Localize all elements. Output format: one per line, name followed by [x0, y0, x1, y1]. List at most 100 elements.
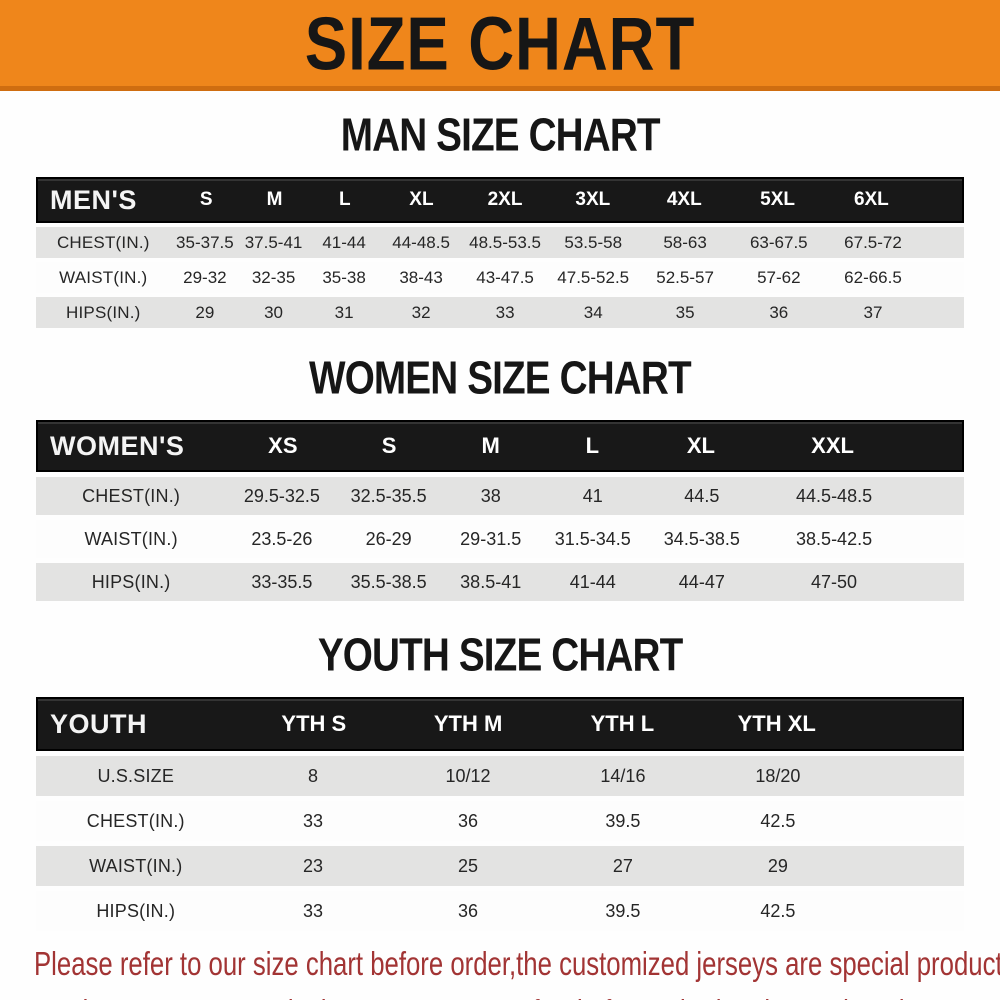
section-heading-text: WOMEN SIZE CHART [309, 352, 692, 405]
table-cell: 23.5-26 [251, 528, 313, 549]
row-label: HIPS(IN.) [91, 571, 171, 592]
column-header: XL [409, 189, 434, 210]
table-cell: 39.5 [605, 810, 641, 831]
table-header-row: YOUTH YTH S YTH M YTH L YTH XL [36, 697, 964, 751]
column-header: S [381, 433, 397, 458]
table-cell: 32.5-35.5 [350, 485, 427, 506]
table-row: HIPS(IN.) 33 36 39.5 42.5 [36, 891, 964, 931]
column-header: 3XL [575, 189, 611, 210]
table-cell: 35-37.5 [176, 232, 234, 252]
table-cell: 36 [457, 810, 478, 831]
table-cell: 14/16 [600, 765, 646, 786]
row-label: HIPS(IN.) [96, 900, 176, 921]
table-cell: 41-44 [569, 571, 616, 592]
table-cell: 38 [480, 485, 501, 506]
table-cell: 36 [457, 900, 478, 921]
table-header-row: WOMEN'S XS S M L XL XXL [36, 420, 964, 472]
footer-line-2-text: we don't accept cancel, change, teturn o… [34, 991, 912, 1000]
footer-note: Please refer to our size chart before or… [0, 943, 1000, 1000]
column-header: L [338, 189, 351, 210]
footer-line-1: Please refer to our size chart before or… [34, 943, 1000, 991]
table-cell: 26-29 [365, 528, 412, 549]
column-header: YTH S [281, 711, 347, 736]
section-heading-women: WOMEN SIZE CHART [0, 328, 1000, 404]
row-label: WAIST(IN.) [84, 528, 178, 549]
table-cell: 38.5-41 [460, 571, 522, 592]
column-header: 5XL [760, 189, 796, 210]
table-cell: 33 [302, 900, 324, 921]
column-header: YTH L [590, 711, 655, 736]
table-cell: 37.5-41 [244, 232, 303, 252]
table-cell: 39.5 [605, 900, 641, 921]
table-cell: 36 [769, 302, 789, 322]
table-cell: 35 [675, 302, 695, 322]
table-cell: 42.5 [760, 900, 796, 921]
table-cell: 57-62 [757, 267, 801, 287]
table-cell: 27 [612, 855, 633, 876]
column-header: M [266, 189, 283, 210]
footer-line-2: we don't accept cancel, change, teturn o… [34, 991, 1000, 1000]
column-header: 6XL [853, 189, 889, 210]
section-heading-men: MAN SIZE CHART [0, 91, 1000, 161]
table-corner-label: YOUTH [50, 708, 147, 739]
table-cell: 42.5 [760, 810, 796, 831]
table-row: WAIST(IN.) 23 25 27 29 [36, 846, 964, 886]
row-label: HIPS(IN.) [66, 302, 141, 322]
table-cell: 33 [302, 810, 324, 831]
size-table-men: MEN'S S M L XL 2XL 3XL 4XL 5XL 6XL CHEST(IN.) 35-37… [36, 177, 964, 328]
row-label: U.S.SIZE [97, 765, 175, 786]
table-cell: 41 [582, 485, 603, 506]
table-cell: 25 [457, 855, 478, 876]
table-cell: 32 [411, 302, 431, 322]
table-row: CHEST(IN.) 33 36 39.5 42.5 [36, 801, 964, 841]
table-row: U.S.SIZE 8 10/12 14/16 18/20 [36, 756, 964, 796]
table-row: CHEST(IN.) 35-37.5 37.5-41 41-44 44-48.5 48.5… [36, 227, 964, 258]
table-cell: 34 [583, 302, 603, 322]
table-cell: 44.5-48.5 [796, 485, 873, 506]
section-men: MAN SIZE CHART MEN'S S M L XL 2XL 3XL 4XL 5XL 6XL C… [0, 91, 1000, 328]
column-header: XL [686, 433, 715, 458]
column-header: YTH M [433, 711, 503, 736]
sections: MAN SIZE CHART MEN'S S M L XL 2XL 3XL 4XL 5XL 6XL C… [0, 91, 1000, 931]
table-row: CHEST(IN.) 29.5-32.5 32.5-35.5 38 41 44.5 44.5… [36, 477, 964, 515]
table-cell: 63-67.5 [749, 232, 808, 252]
table-cell: 38-43 [399, 267, 443, 287]
column-header: M [481, 433, 500, 458]
table-cell: 44-48.5 [392, 232, 450, 252]
table-cell: 31.5-34.5 [554, 528, 631, 549]
table-header-row: MEN'S S M L XL 2XL 3XL 4XL 5XL 6XL [36, 177, 964, 223]
row-label: CHEST(IN.) [56, 232, 150, 252]
table-cell: 30 [264, 302, 284, 322]
column-header: 2XL [487, 189, 523, 210]
footer-line-1-text: Please refer to our size chart before or… [34, 945, 1000, 982]
table-cell: 62-66.5 [844, 267, 902, 287]
table-cell: 32-35 [251, 267, 296, 287]
table-row: WAIST(IN.) 23.5-26 26-29 29-31.5 31.5-34.5 34… [36, 520, 964, 558]
table-cell: 53.5-58 [564, 232, 623, 252]
row-label: CHEST(IN.) [86, 810, 185, 831]
table-cell: 33-35.5 [251, 571, 313, 592]
table-cell: 23 [302, 855, 324, 876]
table-cell: 33 [495, 302, 515, 322]
table-cell: 31 [334, 302, 354, 322]
table-cell: 58-63 [663, 232, 707, 252]
section-heading-youth: YOUTH SIZE CHART [0, 601, 1000, 681]
table-cell: 67.5-72 [844, 232, 902, 252]
section-youth: YOUTH SIZE CHART YOUTH YTH S YTH M YTH L YTH … [0, 601, 1000, 931]
row-label: CHEST(IN.) [82, 485, 181, 506]
column-header: L [585, 433, 600, 458]
table-cell: 47.5-52.5 [557, 267, 630, 287]
table-row: HIPS(IN.) 33-35.5 35.5-38.5 38.5-41 41-44 44-… [36, 563, 964, 601]
table-cell: 37 [863, 302, 883, 322]
table-cell: 8 [307, 765, 318, 786]
table-cell: 44-47 [678, 571, 725, 592]
table-cell: 29-31.5 [460, 528, 522, 549]
table-row: WAIST(IN.) 29-32 32-35 35-38 38-43 43-47.5 47.… [36, 262, 964, 293]
table-cell: 18/20 [755, 765, 801, 786]
table-cell: 44.5 [684, 485, 720, 506]
section-heading-text: YOUTH SIZE CHART [317, 629, 683, 682]
table-row: HIPS(IN.) 29 30 31 32 33 34 35 36 37 [36, 297, 964, 328]
section-women: WOMEN SIZE CHART WOMEN'S XS S M L XL XXL CHEST(I… [0, 328, 1000, 601]
table-cell: 48.5-53.5 [469, 232, 541, 252]
